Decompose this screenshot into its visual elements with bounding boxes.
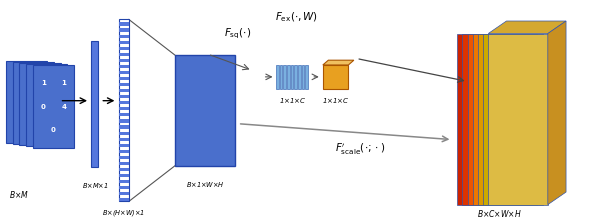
Bar <box>276 65 278 89</box>
Bar <box>119 186 129 189</box>
Text: $F_{\rm sq}(\cdot)$: $F_{\rm sq}(\cdot)$ <box>224 26 251 41</box>
Bar <box>19 63 61 145</box>
Bar <box>6 61 47 143</box>
Bar <box>119 138 129 141</box>
Text: $F^{\prime}_{\rm scale}(\cdot;\cdot)$: $F^{\prime}_{\rm scale}(\cdot;\cdot)$ <box>335 142 385 157</box>
Bar <box>468 34 527 205</box>
Bar <box>33 65 74 148</box>
Bar <box>291 65 293 89</box>
Bar <box>119 40 129 44</box>
Bar <box>483 34 542 205</box>
Bar <box>175 55 235 166</box>
Bar <box>119 53 129 56</box>
Polygon shape <box>488 21 566 34</box>
Bar <box>119 95 129 98</box>
Bar <box>119 168 129 171</box>
Bar <box>119 77 129 80</box>
Bar <box>287 65 289 89</box>
Text: $F_{\rm ex}(\cdot, W)$: $F_{\rm ex}(\cdot, W)$ <box>275 11 318 24</box>
Bar <box>119 192 129 195</box>
Text: B$\times$M$\times$1: B$\times$M$\times$1 <box>81 181 108 190</box>
Bar <box>26 64 67 147</box>
Bar <box>302 65 304 89</box>
Text: B$\times$(H$\times$W)$\times$1: B$\times$(H$\times$W)$\times$1 <box>103 208 145 218</box>
Bar <box>457 34 517 205</box>
Bar <box>119 174 129 177</box>
Text: 1: 1 <box>61 81 66 86</box>
Text: 4: 4 <box>61 104 66 110</box>
Bar <box>119 156 129 159</box>
Bar <box>119 83 129 86</box>
Bar <box>472 34 533 205</box>
Bar <box>119 125 129 129</box>
Bar <box>119 22 129 26</box>
Bar <box>119 113 129 117</box>
Text: 0: 0 <box>51 126 56 133</box>
Bar <box>119 198 129 201</box>
Bar <box>119 59 129 62</box>
Bar <box>305 65 308 89</box>
Bar <box>13 62 54 144</box>
Bar <box>283 65 286 89</box>
Bar <box>119 65 129 68</box>
Bar <box>298 65 300 89</box>
Bar <box>119 20 129 201</box>
Bar <box>119 180 129 183</box>
Text: 0: 0 <box>41 104 46 110</box>
Bar <box>119 47 129 50</box>
Bar <box>488 34 548 205</box>
Bar <box>119 71 129 74</box>
Bar <box>119 119 129 123</box>
Bar <box>119 89 129 92</box>
Polygon shape <box>548 21 566 205</box>
Text: 1$\times$1$\times$C: 1$\times$1$\times$C <box>278 96 306 105</box>
Bar <box>119 144 129 147</box>
Text: B$\times$1$\times$W$\times$H: B$\times$1$\times$W$\times$H <box>185 180 224 189</box>
Bar <box>119 107 129 110</box>
Text: B$\times$M: B$\times$M <box>10 189 29 200</box>
Bar <box>280 65 282 89</box>
Text: 1: 1 <box>41 81 46 86</box>
Bar <box>119 162 129 165</box>
Bar <box>119 101 129 104</box>
Polygon shape <box>323 60 354 65</box>
Bar <box>119 132 129 135</box>
Text: B$\times$C$\times$W$\times$H: B$\times$C$\times$W$\times$H <box>477 208 522 219</box>
Bar <box>323 65 348 89</box>
Bar <box>294 65 297 89</box>
Text: 1$\times$1$\times$C: 1$\times$1$\times$C <box>322 96 350 105</box>
Bar <box>119 28 129 32</box>
Bar <box>91 41 98 167</box>
Bar <box>119 150 129 153</box>
Bar <box>478 34 537 205</box>
Bar <box>119 35 129 38</box>
Bar <box>462 34 522 205</box>
